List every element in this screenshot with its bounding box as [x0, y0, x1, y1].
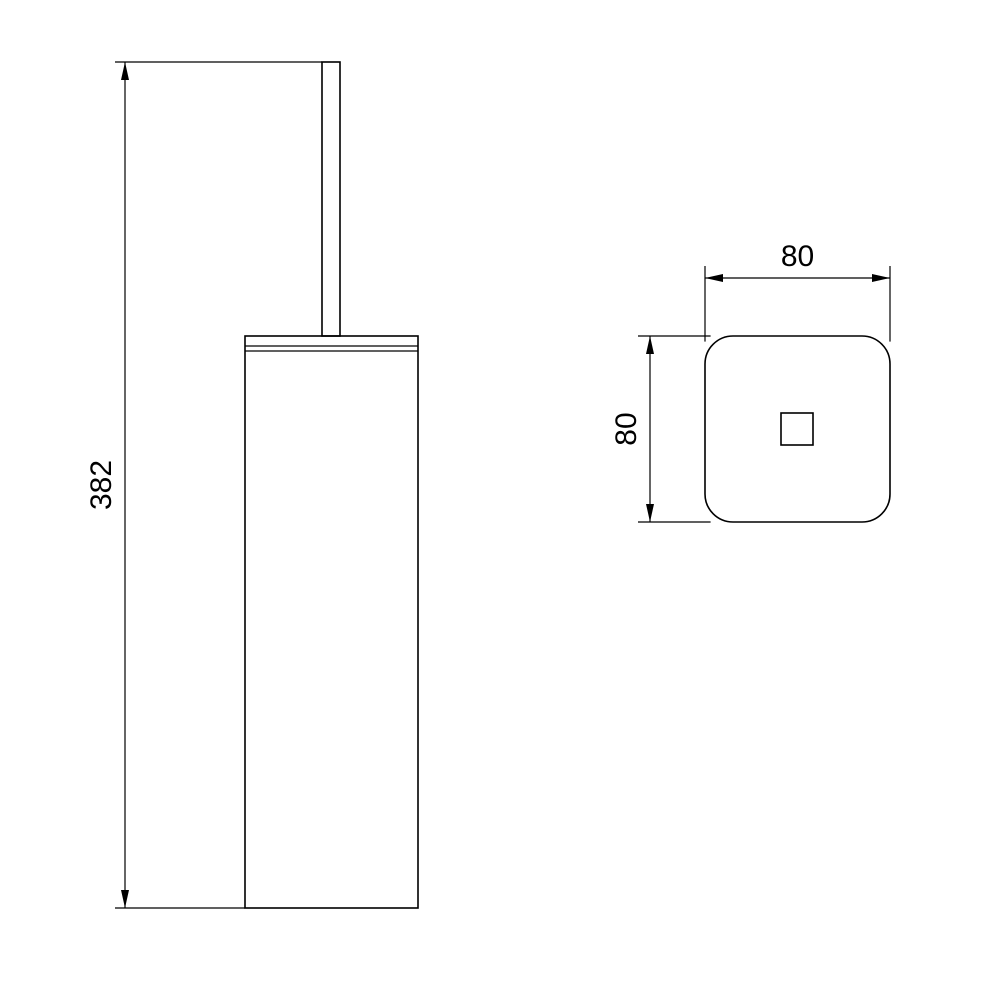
top-inner-square — [781, 413, 813, 445]
technical-drawing: 382 80 80 — [0, 0, 1000, 1000]
side-container-body — [245, 336, 418, 908]
dim-width-label: 80 — [781, 240, 814, 273]
dim-top-height-label: 80 — [610, 412, 643, 445]
dim-height-label: 382 — [85, 460, 118, 510]
top-outer-square — [705, 336, 890, 522]
side-handle — [322, 62, 340, 336]
